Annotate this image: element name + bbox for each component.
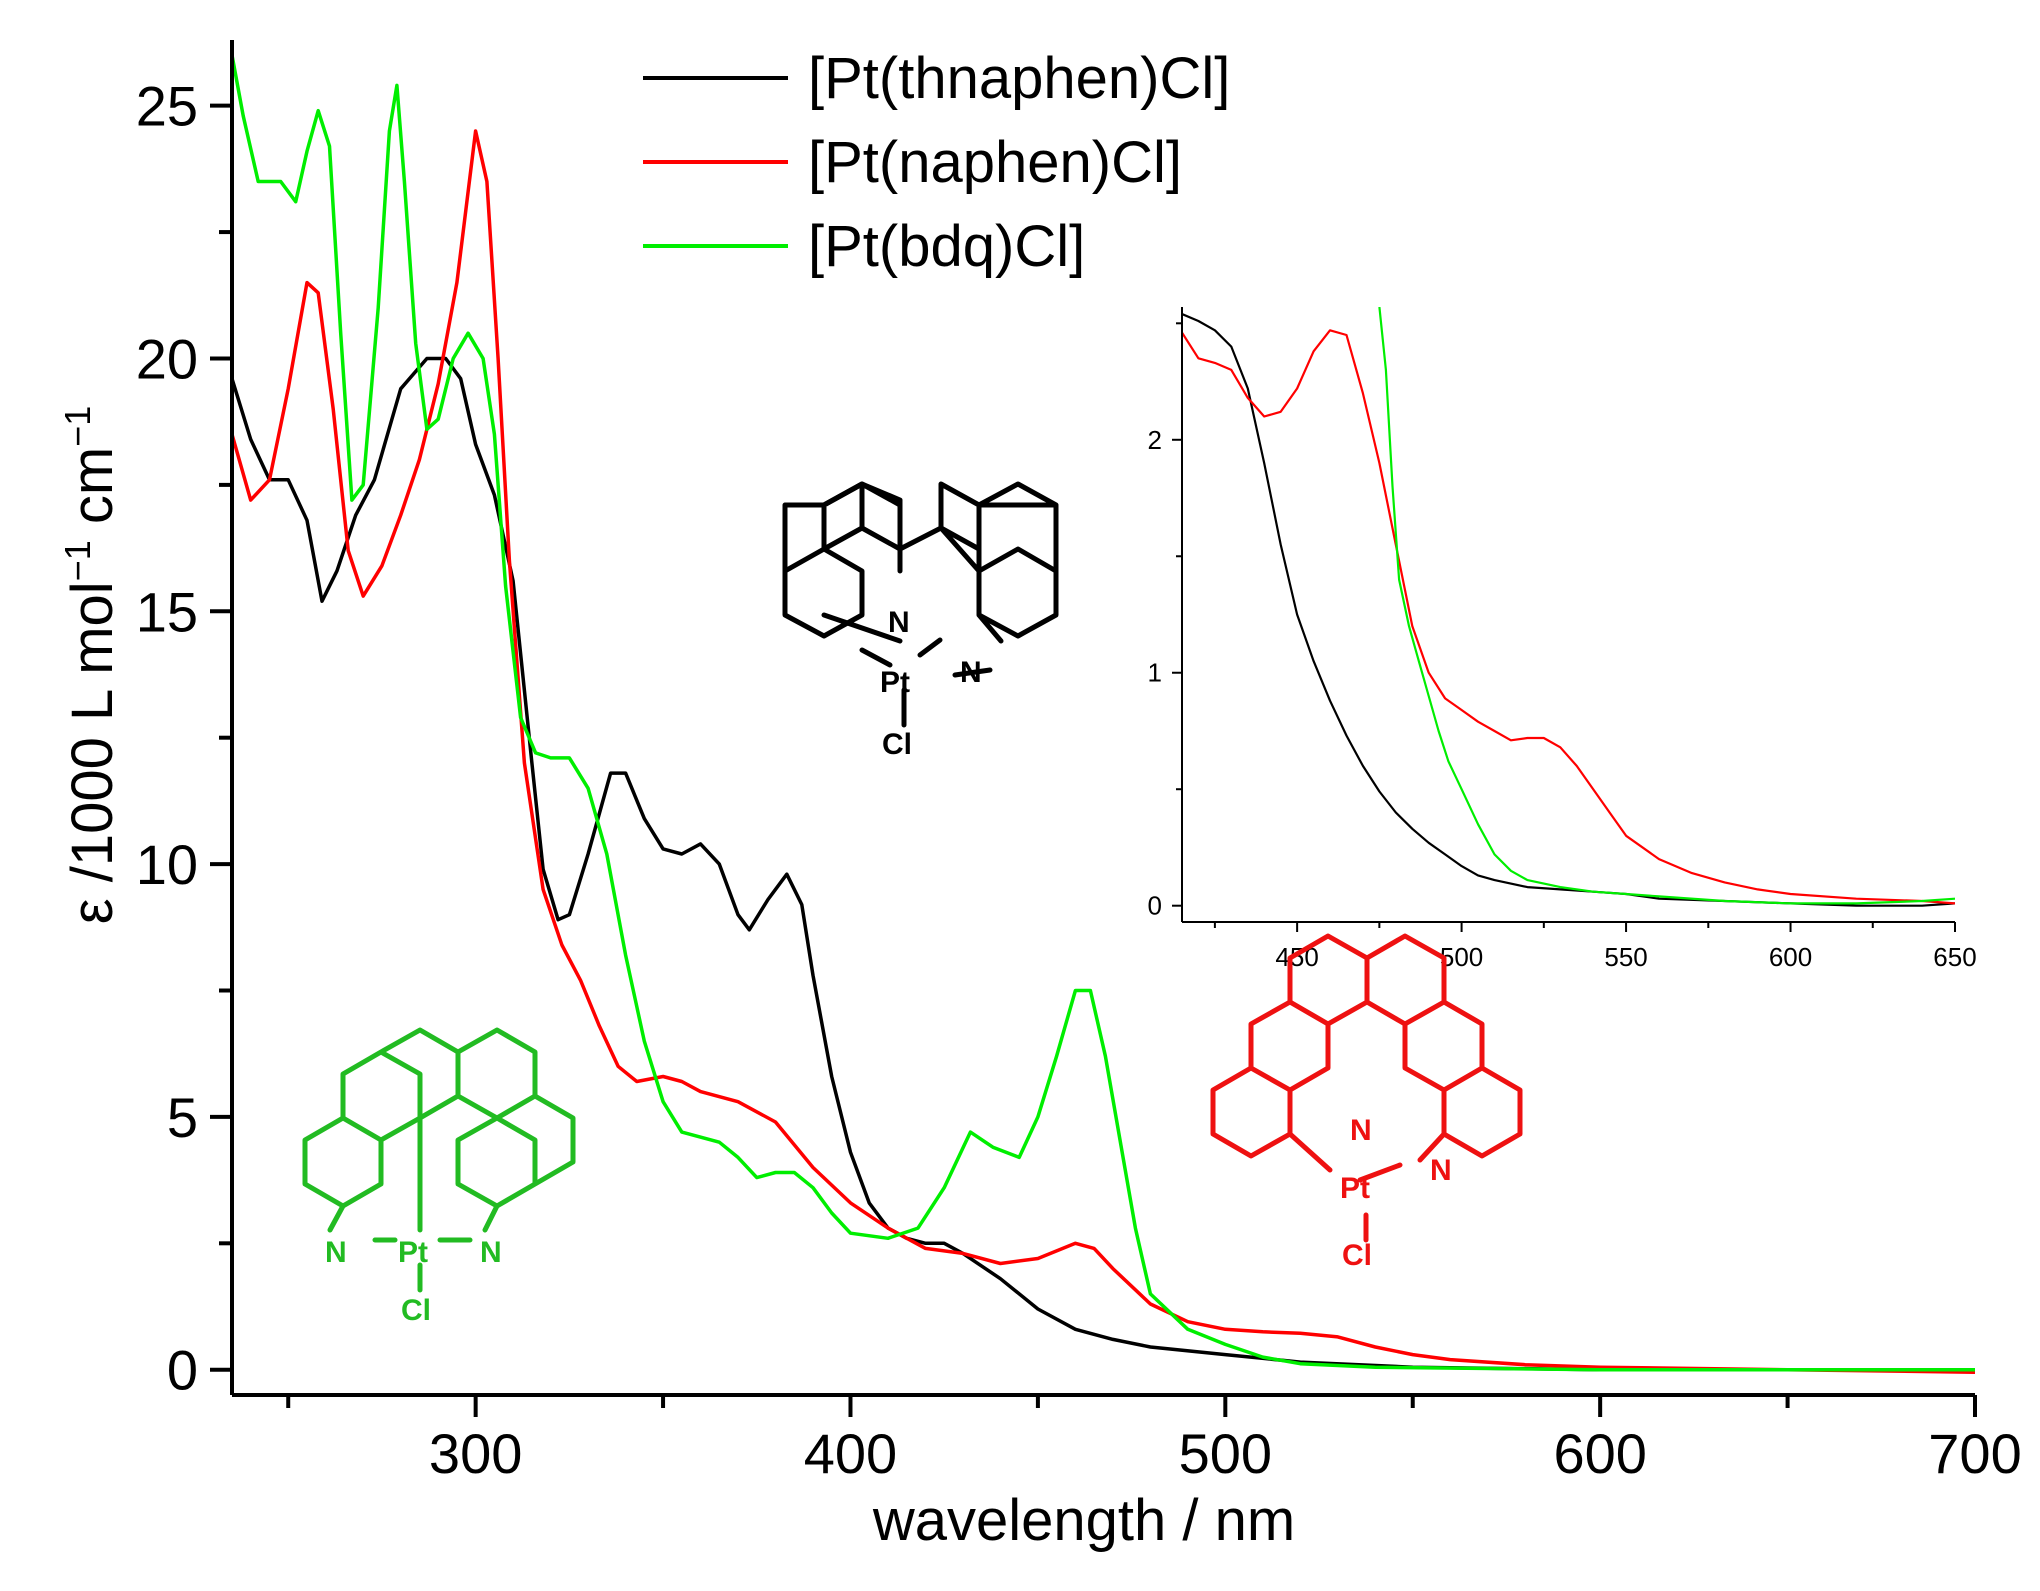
inset-lines [1182, 307, 1955, 907]
structure-naphen: N N Pt Cl [1210, 933, 1523, 1272]
legend-label-thnaphen: [Pt(thnaphen)Cl] [808, 46, 1230, 111]
struct-red-cl: Cl [1342, 1239, 1372, 1272]
legend-label-naphen: [Pt(naphen)Cl] [808, 130, 1182, 195]
struct-black-n1: N [888, 606, 910, 639]
struct-red-pt: Pt [1340, 1172, 1370, 1205]
x-tick-label-1: 400 [804, 1422, 897, 1485]
x-tick-label-3: 600 [1553, 1422, 1646, 1485]
struct-green-bonds [302, 1027, 576, 1293]
y-tick-label-0: 0 [167, 1339, 198, 1402]
y-axis-title: ε /1000 L mol−1 cm−1 [57, 406, 125, 924]
y-axis-title-mid: cm [60, 447, 125, 540]
structure-thnaphen: N N Pt Cl [782, 481, 1059, 761]
struct-black-pt-bonds [859, 637, 993, 728]
structure-bdq: N N Pt Cl [302, 1027, 576, 1327]
y-tick-label-1: 5 [167, 1086, 198, 1149]
y-axis-title-exp2: −1 [57, 406, 98, 447]
y-tick-label-2: 10 [136, 833, 198, 896]
inset-background [1182, 307, 1955, 922]
struct-black-cl: Cl [882, 728, 912, 761]
struct-red-n2: N [1430, 1154, 1452, 1187]
inset-x-tick-label-4: 650 [1933, 942, 1976, 972]
x-tick-label-4: 700 [1928, 1422, 2021, 1485]
inset-series-line-1 [1182, 329, 1955, 905]
inset-series-group [1182, 307, 1955, 922]
y-axis-title-exp1: −1 [57, 540, 98, 581]
struct-green-n1: N [325, 1236, 347, 1269]
inset-x-tick-label-3: 600 [1769, 942, 1812, 972]
struct-black-n2: N [960, 656, 982, 689]
struct-black-pt: Pt [880, 666, 910, 699]
inset-x-tick-label-1: 500 [1440, 942, 1483, 972]
y-axis-title-prefix: ε /1000 L mol [60, 581, 125, 924]
x-tick-label-2: 500 [1179, 1422, 1272, 1485]
y-tick-label-5: 25 [136, 75, 198, 138]
x-axis-title: wavelength / nm [872, 1488, 1295, 1553]
main-series-line-0 [230, 356, 1975, 1372]
struct-red-n1: N [1350, 1114, 1372, 1147]
struct-green-cl: Cl [401, 1294, 431, 1327]
inset-x-tick-label-2: 550 [1604, 942, 1647, 972]
inset-series-line-0 [1182, 312, 1955, 907]
x-tick-label-0: 300 [429, 1422, 522, 1485]
y-tick-label-4: 20 [136, 327, 198, 390]
struct-red-bonds [1210, 933, 1523, 1243]
inset-series-line-2 [1378, 307, 1955, 905]
struct-green-pt: Pt [398, 1236, 428, 1269]
inset-y-tick-label-2: 2 [1148, 425, 1162, 455]
inset-y-tick-label-1: 1 [1148, 658, 1162, 688]
struct-black-bonds [782, 481, 1059, 644]
inset-y-tick-label-0: 0 [1148, 891, 1162, 921]
legend: [Pt(thnaphen)Cl] [Pt(naphen)Cl] [Pt(bdq)… [643, 46, 1230, 279]
struct-black-cyclohexene-rings [782, 481, 1059, 574]
main-series-group [230, 54, 1976, 1374]
legend-label-bdq: [Pt(bdq)Cl] [808, 214, 1085, 279]
y-tick-label-3: 15 [136, 580, 198, 643]
main-series-line-1 [230, 129, 1976, 1374]
main-series-line-2 [230, 54, 1975, 1372]
struct-green-n2: N [480, 1236, 502, 1269]
